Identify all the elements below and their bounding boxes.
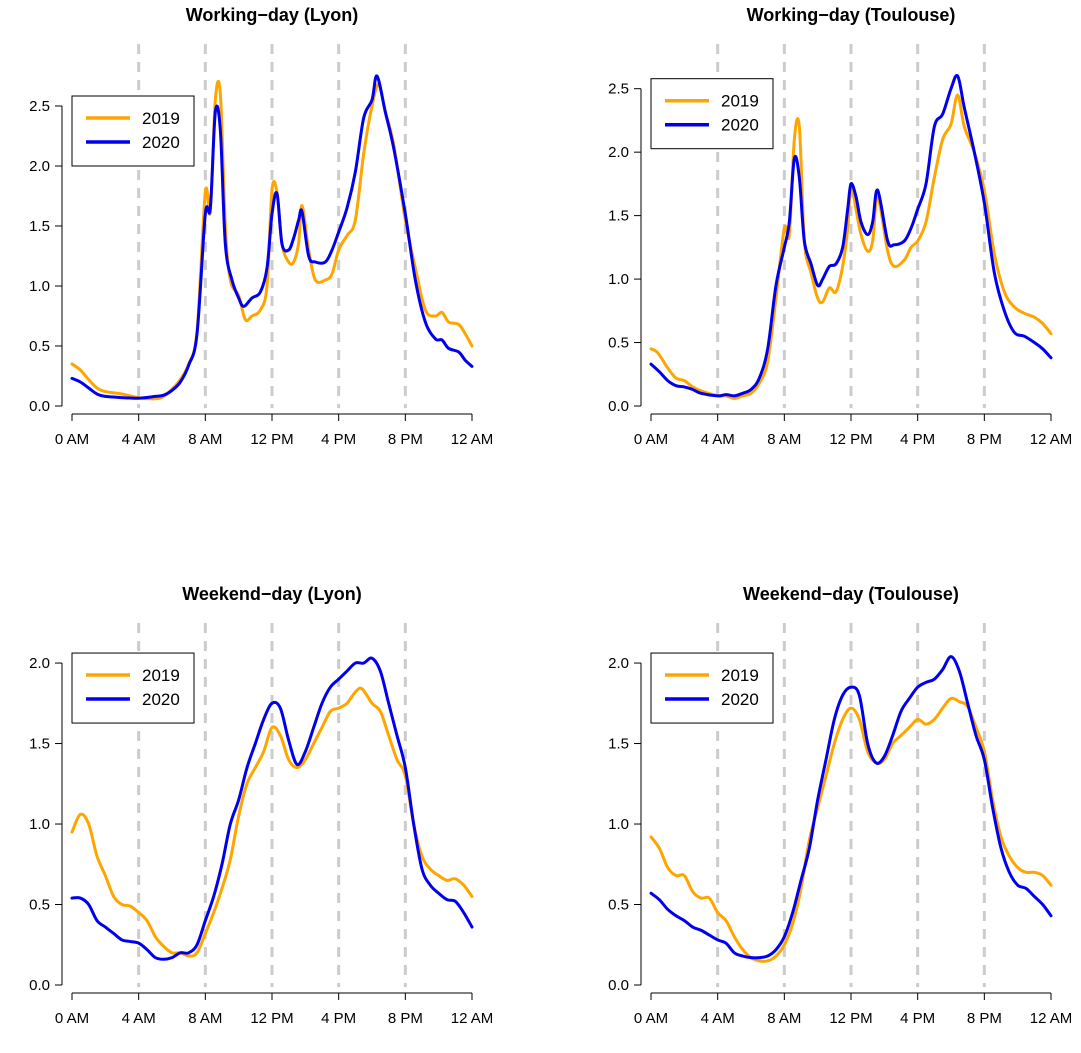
x-tick-label: 8 PM [388, 1010, 423, 1027]
chart-title: Weekend−day (Toulouse) [743, 584, 959, 604]
x-tick-label: 8 PM [388, 431, 423, 448]
x-tick-label: 8 AM [767, 431, 801, 448]
y-tick-label: 0.0 [29, 398, 50, 415]
x-tick-label: 4 AM [701, 431, 735, 448]
y-tick-label: 0.5 [29, 338, 50, 355]
y-tick-label: 0.5 [608, 897, 629, 914]
series-line-2020 [70, 656, 474, 961]
y-tick-label: 0.5 [29, 897, 50, 914]
x-tick-label: 4 PM [900, 431, 935, 448]
y-tick-label: 2.0 [29, 158, 50, 175]
x-tick-label: 0 AM [55, 1010, 89, 1027]
series-line-2020 [649, 73, 1053, 398]
legend-label: 2019 [721, 92, 759, 111]
chart-working-day-lyon: Working−day (Lyon) 0.0 0.5 1.0 1.5 2.0 2.5 0 AM… [29, 5, 493, 448]
y-tick-label: 1.0 [29, 816, 50, 833]
y-tick-label: 1.5 [29, 736, 50, 753]
y-tick-label: 1.0 [29, 278, 50, 295]
y-tick-label: 2.0 [608, 144, 629, 161]
x-tick-label: 12 AM [451, 431, 494, 448]
y-tick-label: 0.0 [608, 398, 629, 415]
chart-weekend-day-lyon: Weekend−day (Lyon) 0.0 0.5 1.0 1.5 2.0 0 AM 4 A… [29, 584, 493, 1027]
y-tick-label: 2.0 [29, 655, 50, 672]
x-tick-label: 4 AM [701, 1010, 735, 1027]
chart-title: Working−day (Lyon) [186, 5, 359, 25]
series-line-2019 [649, 93, 1053, 400]
y-tick-label: 1.5 [29, 218, 50, 235]
legend-box [71, 95, 195, 167]
y-tick-label: 0.5 [608, 335, 629, 352]
y-tick-label: 1.5 [608, 736, 629, 753]
chart-working-day-toulouse: Working−day (Toulouse) 0.0 0.5 1.0 1.5 2.0 2.5… [608, 5, 1072, 448]
legend-box [650, 652, 774, 724]
series-line-2020 [70, 74, 474, 400]
y-tick-label: 0.0 [608, 977, 629, 994]
x-tick-label: 8 PM [967, 1010, 1002, 1027]
legend-label: 2020 [721, 116, 759, 135]
x-tick-label: 4 PM [900, 1010, 935, 1027]
x-tick-label: 12 PM [250, 1010, 293, 1027]
chart-title: Working−day (Toulouse) [747, 5, 956, 25]
x-tick-label: 12 PM [250, 431, 293, 448]
legend-label: 2019 [142, 109, 180, 128]
y-tick-label: 0.0 [29, 977, 50, 994]
y-tick-label: 2.5 [29, 98, 50, 115]
legend-label: 2019 [142, 666, 180, 685]
legend-label: 2020 [142, 133, 180, 152]
series-line-2020 [649, 655, 1053, 960]
chart-title: Weekend−day (Lyon) [182, 584, 362, 604]
x-tick-label: 4 AM [122, 1010, 156, 1027]
y-tick-label: 1.5 [608, 208, 629, 225]
y-tick-label: 1.0 [608, 816, 629, 833]
x-tick-label: 0 AM [634, 431, 668, 448]
x-tick-label: 8 AM [188, 1010, 222, 1027]
x-tick-label: 12 PM [829, 431, 872, 448]
x-tick-label: 12 AM [451, 1010, 494, 1027]
legend-box [71, 652, 195, 724]
x-tick-label: 8 AM [188, 431, 222, 448]
series-line-2019 [649, 696, 1053, 963]
y-tick-label: 1.0 [608, 271, 629, 288]
legend-label: 2019 [721, 666, 759, 685]
x-tick-label: 0 AM [634, 1010, 668, 1027]
y-tick-label: 2.5 [608, 81, 629, 98]
legend-label: 2020 [142, 690, 180, 709]
x-tick-label: 12 PM [829, 1010, 872, 1027]
x-tick-label: 8 AM [767, 1010, 801, 1027]
x-tick-label: 4 AM [122, 431, 156, 448]
x-tick-label: 12 AM [1030, 1010, 1073, 1027]
x-tick-label: 0 AM [55, 431, 89, 448]
y-tick-label: 2.0 [608, 655, 629, 672]
x-tick-label: 4 PM [321, 1010, 356, 1027]
x-tick-label: 12 AM [1030, 431, 1073, 448]
legend-box [650, 78, 774, 150]
chart-weekend-day-toulouse: Weekend−day (Toulouse) 0.0 0.5 1.0 1.5 2.0 0 A… [608, 584, 1072, 1027]
x-tick-label: 4 PM [321, 431, 356, 448]
legend-label: 2020 [721, 690, 759, 709]
x-tick-label: 8 PM [967, 431, 1002, 448]
